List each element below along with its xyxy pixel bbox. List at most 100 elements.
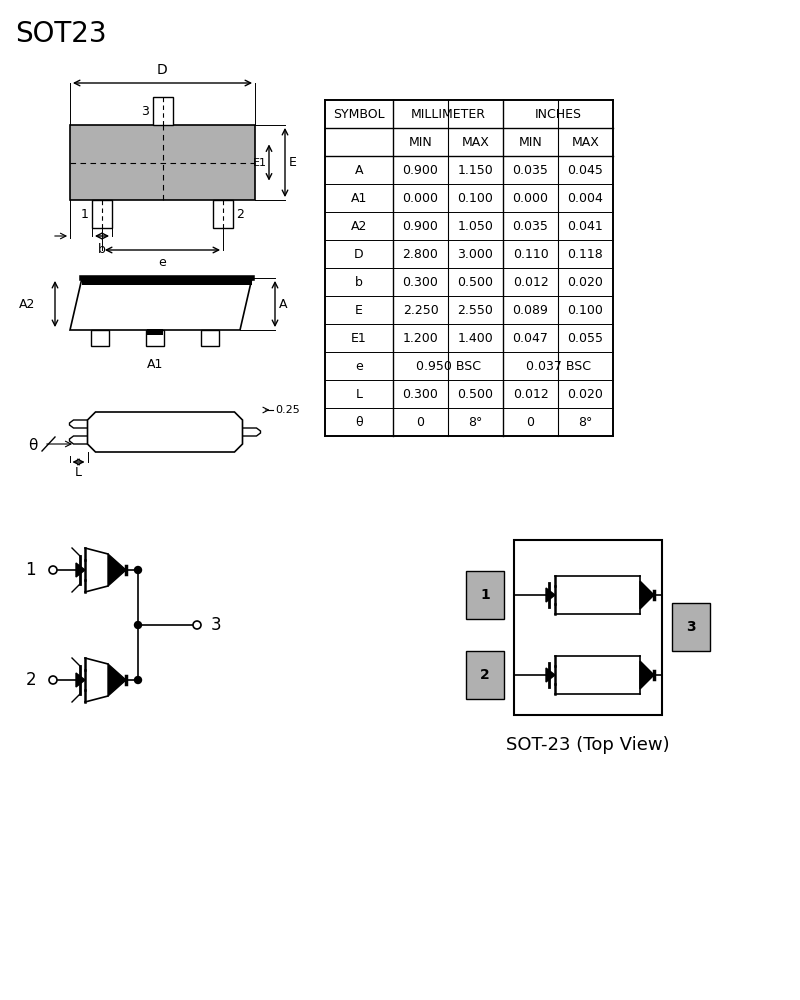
Polygon shape <box>76 673 85 687</box>
Text: 0.950 BSC: 0.950 BSC <box>415 360 481 372</box>
Text: 0.089: 0.089 <box>513 304 549 316</box>
Text: 0.012: 0.012 <box>513 275 548 288</box>
Text: 0.055: 0.055 <box>567 332 603 344</box>
Text: 2.550: 2.550 <box>458 304 494 316</box>
Text: e: e <box>355 360 363 372</box>
Text: b: b <box>98 243 106 256</box>
Text: 0.900: 0.900 <box>402 220 438 232</box>
Text: 0.000: 0.000 <box>513 192 549 205</box>
Polygon shape <box>546 668 555 682</box>
Polygon shape <box>640 661 654 689</box>
Text: 0.020: 0.020 <box>567 387 603 400</box>
Circle shape <box>49 676 57 684</box>
Text: 0.300: 0.300 <box>402 275 438 288</box>
Text: 2: 2 <box>236 208 244 221</box>
Text: 0.047: 0.047 <box>513 332 549 344</box>
Text: 0.300: 0.300 <box>402 387 438 400</box>
Bar <box>146 330 164 346</box>
Polygon shape <box>76 563 85 577</box>
Bar <box>91 330 109 346</box>
Text: 1: 1 <box>81 208 89 221</box>
Text: 3: 3 <box>211 616 222 634</box>
Text: θ: θ <box>355 416 363 428</box>
Polygon shape <box>108 554 126 586</box>
Text: 0: 0 <box>526 416 534 428</box>
Bar <box>466 571 504 619</box>
Circle shape <box>193 621 201 629</box>
Bar <box>92 200 112 228</box>
Text: A1: A1 <box>147 358 163 371</box>
Text: 1.150: 1.150 <box>458 163 494 176</box>
Text: 0.037 BSC: 0.037 BSC <box>526 360 590 372</box>
Polygon shape <box>108 664 126 696</box>
Circle shape <box>134 621 142 629</box>
Text: b: b <box>355 275 363 288</box>
Text: 0.045: 0.045 <box>567 163 603 176</box>
Text: 0.118: 0.118 <box>568 247 603 260</box>
Text: L: L <box>355 387 362 400</box>
Text: 0.004: 0.004 <box>567 192 603 205</box>
Text: 8°: 8° <box>578 416 593 428</box>
Text: MIN: MIN <box>409 135 432 148</box>
Text: 3: 3 <box>686 620 696 634</box>
Text: 0.100: 0.100 <box>458 192 494 205</box>
Text: E1: E1 <box>351 332 367 344</box>
Text: A: A <box>354 163 363 176</box>
Text: D: D <box>354 247 364 260</box>
Bar <box>325 100 613 436</box>
Bar <box>147 329 163 335</box>
Text: 2: 2 <box>26 671 36 689</box>
Text: MAX: MAX <box>571 135 599 148</box>
Bar <box>82 278 252 285</box>
Text: 0.500: 0.500 <box>458 275 494 288</box>
Bar <box>672 603 710 651</box>
Text: 3.000: 3.000 <box>458 247 494 260</box>
Text: 0.500: 0.500 <box>458 387 494 400</box>
Text: A2: A2 <box>351 220 367 232</box>
Text: 0.000: 0.000 <box>402 192 438 205</box>
Text: 0.25: 0.25 <box>275 405 300 415</box>
Text: E: E <box>289 156 297 169</box>
Text: 0.900: 0.900 <box>402 163 438 176</box>
Text: L: L <box>75 466 82 479</box>
Text: MIN: MIN <box>518 135 542 148</box>
Polygon shape <box>87 412 242 452</box>
Text: 1.400: 1.400 <box>458 332 494 344</box>
Circle shape <box>134 566 142 574</box>
Text: 0.041: 0.041 <box>568 220 603 232</box>
Text: 0.020: 0.020 <box>567 275 603 288</box>
Text: 1: 1 <box>26 561 36 579</box>
Bar <box>70 125 255 200</box>
Text: 0: 0 <box>417 416 425 428</box>
Bar <box>514 540 662 714</box>
Bar <box>213 200 233 228</box>
Text: 8°: 8° <box>468 416 482 428</box>
Text: 1: 1 <box>480 588 490 602</box>
Text: 0.100: 0.100 <box>567 304 603 316</box>
Text: 2.250: 2.250 <box>402 304 438 316</box>
Text: E1: E1 <box>253 157 267 167</box>
Bar <box>153 97 173 125</box>
Text: 2.800: 2.800 <box>402 247 438 260</box>
Text: SOT-23 (Top View): SOT-23 (Top View) <box>506 736 670 754</box>
Text: 0.035: 0.035 <box>513 220 549 232</box>
Text: A1: A1 <box>351 192 367 205</box>
Text: E: E <box>355 304 363 316</box>
Text: A: A <box>279 298 287 310</box>
Text: MAX: MAX <box>462 135 490 148</box>
Text: θ: θ <box>28 438 38 452</box>
Text: SYMBOL: SYMBOL <box>333 107 385 120</box>
Bar <box>201 330 219 346</box>
Polygon shape <box>640 581 654 609</box>
Text: D: D <box>157 63 168 77</box>
Text: 2: 2 <box>480 668 490 682</box>
Text: SOT23: SOT23 <box>15 20 106 48</box>
Text: MILLIMETER: MILLIMETER <box>410 107 486 120</box>
Polygon shape <box>70 278 252 330</box>
Circle shape <box>134 676 142 684</box>
Circle shape <box>49 566 57 574</box>
Text: A2: A2 <box>18 298 35 310</box>
Text: 1.050: 1.050 <box>458 220 494 232</box>
Bar <box>466 651 504 699</box>
Text: 0.012: 0.012 <box>513 387 548 400</box>
